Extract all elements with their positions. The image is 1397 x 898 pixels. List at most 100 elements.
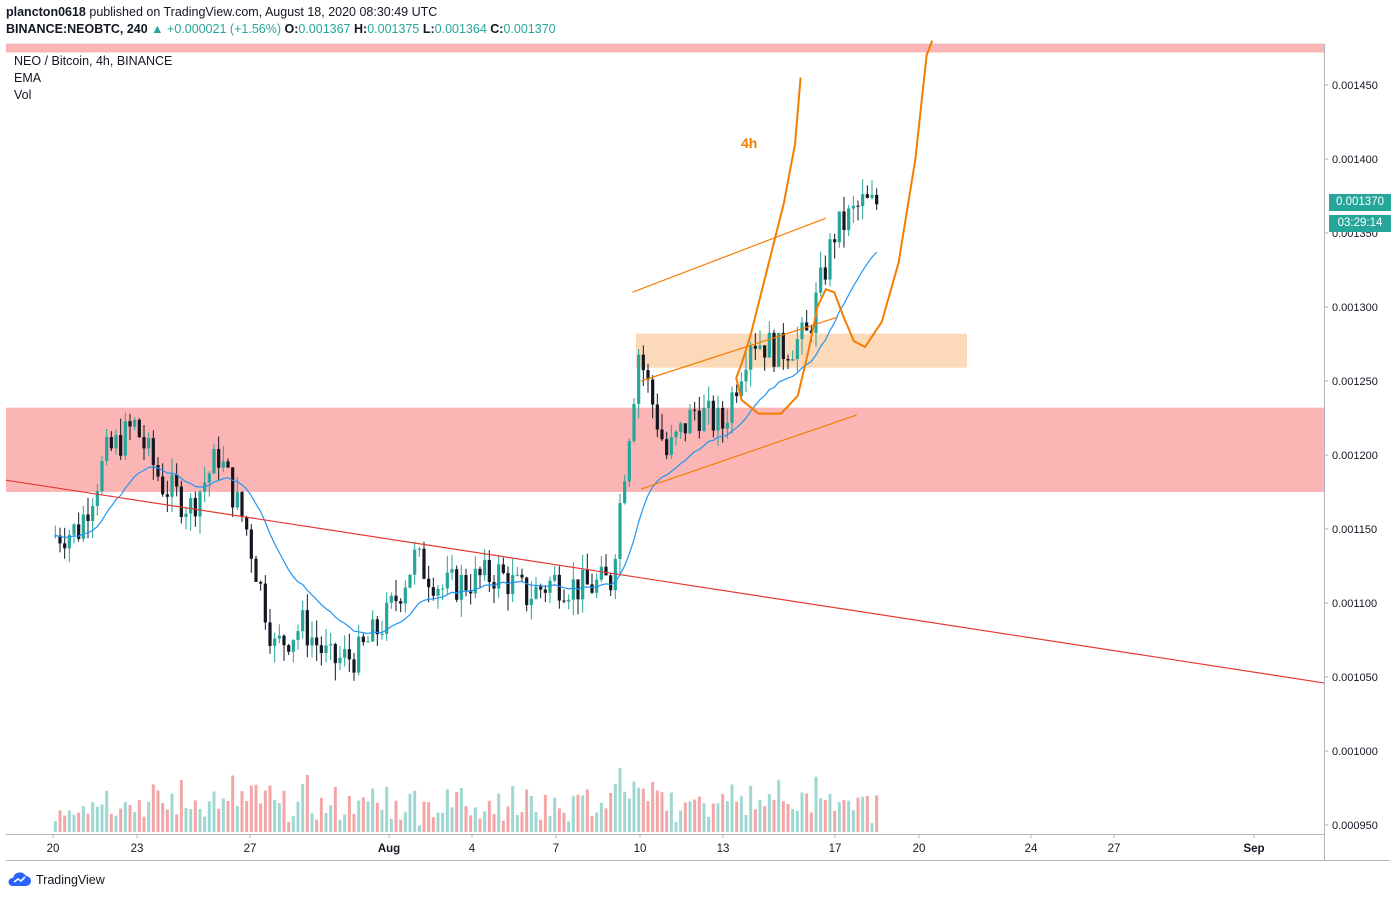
volume-bar bbox=[571, 796, 575, 832]
candle-body bbox=[660, 429, 664, 440]
candle-body bbox=[301, 610, 305, 632]
volume-bar bbox=[539, 819, 543, 832]
volume-bar bbox=[436, 812, 440, 832]
volume-bar bbox=[758, 800, 762, 832]
ema-line bbox=[55, 251, 878, 635]
candle-body bbox=[791, 359, 795, 361]
candle-body bbox=[310, 637, 314, 646]
candle-body bbox=[184, 513, 188, 518]
candle-body bbox=[86, 514, 90, 521]
volume-bar bbox=[268, 785, 272, 832]
candle-body bbox=[697, 410, 701, 431]
volume-bar bbox=[506, 806, 510, 832]
candle-body bbox=[63, 543, 67, 549]
volume-bar bbox=[109, 813, 113, 832]
change-value: ▲ +0.000021 (+1.56%) bbox=[151, 22, 281, 36]
volume-bar bbox=[501, 820, 505, 832]
candle-body bbox=[366, 641, 370, 643]
volume-bar bbox=[459, 787, 463, 832]
volume-bar bbox=[469, 815, 473, 832]
volume-bar bbox=[646, 801, 650, 832]
volume-bar bbox=[492, 813, 496, 832]
volume-bar bbox=[422, 801, 426, 832]
candle-body bbox=[875, 194, 879, 205]
volume-bar bbox=[543, 794, 547, 832]
volume-bar bbox=[749, 785, 753, 832]
volume-bar bbox=[366, 801, 370, 832]
volume-bar bbox=[595, 812, 599, 832]
volume-bar bbox=[487, 800, 491, 832]
volume-bar bbox=[277, 803, 281, 832]
username: plancton0618 bbox=[6, 5, 86, 19]
volume-bar bbox=[403, 812, 407, 832]
candle-body bbox=[385, 602, 389, 634]
volume-bar bbox=[394, 800, 398, 832]
candle-body bbox=[511, 575, 515, 595]
candle-body bbox=[483, 560, 487, 576]
volume-bar bbox=[310, 813, 314, 832]
candle-body bbox=[273, 638, 277, 646]
open-label: O: bbox=[284, 22, 299, 36]
volume-bar bbox=[81, 806, 85, 832]
candle-body bbox=[777, 332, 781, 367]
candle-body bbox=[805, 322, 809, 331]
volume-bar bbox=[800, 792, 804, 832]
volume-bar bbox=[679, 810, 683, 832]
candle-body bbox=[651, 379, 655, 405]
candle-body bbox=[847, 208, 851, 230]
candle-body bbox=[217, 448, 221, 468]
candle-body bbox=[91, 506, 95, 521]
volume-bar bbox=[371, 788, 375, 832]
volume-bar bbox=[767, 793, 771, 832]
volume-bar bbox=[497, 793, 501, 832]
volume-bar bbox=[697, 796, 701, 832]
candle-body bbox=[268, 622, 272, 646]
candle-body bbox=[473, 568, 477, 594]
candle-body bbox=[749, 345, 753, 370]
volume-bar bbox=[511, 786, 515, 832]
volume-bar bbox=[665, 810, 669, 832]
low-value: 0.001364 bbox=[434, 22, 487, 36]
volume-bar bbox=[245, 801, 249, 832]
volume-bar bbox=[72, 814, 76, 832]
volume-bar bbox=[464, 806, 468, 832]
volume-bar bbox=[147, 801, 151, 832]
candle-body bbox=[646, 370, 650, 380]
zone-top bbox=[6, 44, 1324, 53]
volume-bar bbox=[823, 799, 827, 832]
volume-bar bbox=[445, 789, 449, 832]
time-tick-label: 20 bbox=[913, 843, 926, 855]
volume-bar bbox=[431, 817, 435, 832]
time-tick-label: 27 bbox=[244, 843, 257, 855]
volume-bar bbox=[781, 801, 785, 832]
candle-body bbox=[347, 649, 351, 660]
candle-body bbox=[800, 322, 804, 340]
volume-bar bbox=[137, 800, 141, 832]
candle-body bbox=[161, 476, 165, 495]
candle-body bbox=[571, 579, 575, 600]
candle-body bbox=[819, 267, 823, 293]
candle-body bbox=[557, 574, 561, 601]
price-tick-label: 0.001400 bbox=[1332, 154, 1378, 166]
volume-bar bbox=[599, 802, 603, 832]
candle-body bbox=[408, 574, 412, 588]
volume-bar bbox=[753, 809, 757, 832]
candle-body bbox=[828, 239, 832, 280]
candle-body bbox=[399, 601, 403, 604]
candle-body bbox=[758, 345, 762, 349]
volume-bar bbox=[105, 790, 109, 832]
candle-body bbox=[641, 354, 645, 371]
time-tick-label: 24 bbox=[1025, 843, 1038, 855]
candle-body bbox=[823, 267, 827, 280]
publish-text: published on TradingView.com, August 18,… bbox=[89, 5, 438, 19]
tradingview-logo[interactable]: TradingView bbox=[6, 872, 105, 888]
candle-body bbox=[856, 205, 860, 207]
candle-body bbox=[403, 587, 407, 604]
volume-bar bbox=[175, 814, 179, 832]
candle-body bbox=[613, 558, 617, 591]
candle-body bbox=[464, 574, 468, 591]
candle-body bbox=[674, 431, 678, 438]
annotation-4h-label: 4h bbox=[741, 135, 757, 151]
volume-bar bbox=[221, 798, 225, 832]
